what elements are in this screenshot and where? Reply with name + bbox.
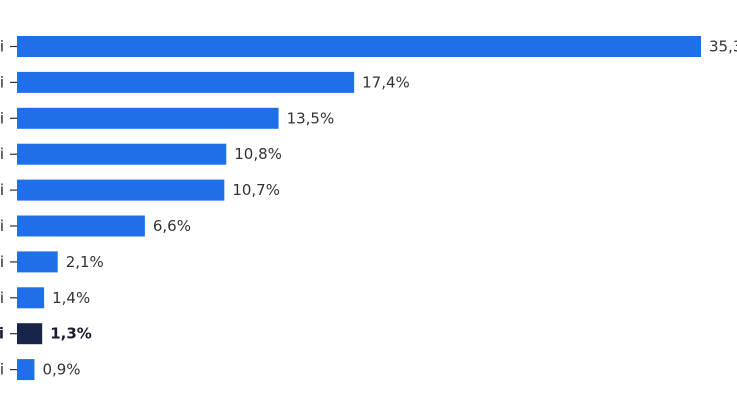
category-label: i [0,38,4,56]
bar[interactable] [17,215,145,237]
value-label: 13,5% [287,109,335,127]
category-label: i [0,73,4,91]
value-label: 0,9% [42,361,80,379]
value-label: 1,4% [52,289,90,307]
category-label: i [0,289,4,307]
value-label: 10,8% [234,145,282,163]
bar[interactable] [17,359,35,381]
bar[interactable] [17,251,58,273]
category-label: i [0,217,4,235]
bar[interactable] [17,287,45,309]
category-label: i [0,109,4,127]
value-labels: 35,3% 17,4% 13,5% 10,8% 10,7% 6,6% 2,1% 1,4% 1,3… [42,38,737,379]
bar-highlighted[interactable] [17,323,43,345]
bar[interactable] [17,71,355,93]
value-label: 17,4% [362,73,410,91]
category-label: i [0,145,4,163]
category-label: i [0,253,4,271]
value-label: 1,3% [50,325,92,343]
bar[interactable] [17,143,227,165]
value-label: 6,6% [153,217,191,235]
value-label: 35,3% [709,38,737,56]
value-label: 10,7% [232,181,280,199]
value-label: 2,1% [66,253,104,271]
category-label: i [0,181,4,199]
bar[interactable] [17,36,701,57]
bar[interactable] [17,179,225,201]
bars [17,36,701,381]
category-label: i [0,325,4,343]
bar[interactable] [17,107,279,129]
category-label: i [0,361,4,379]
